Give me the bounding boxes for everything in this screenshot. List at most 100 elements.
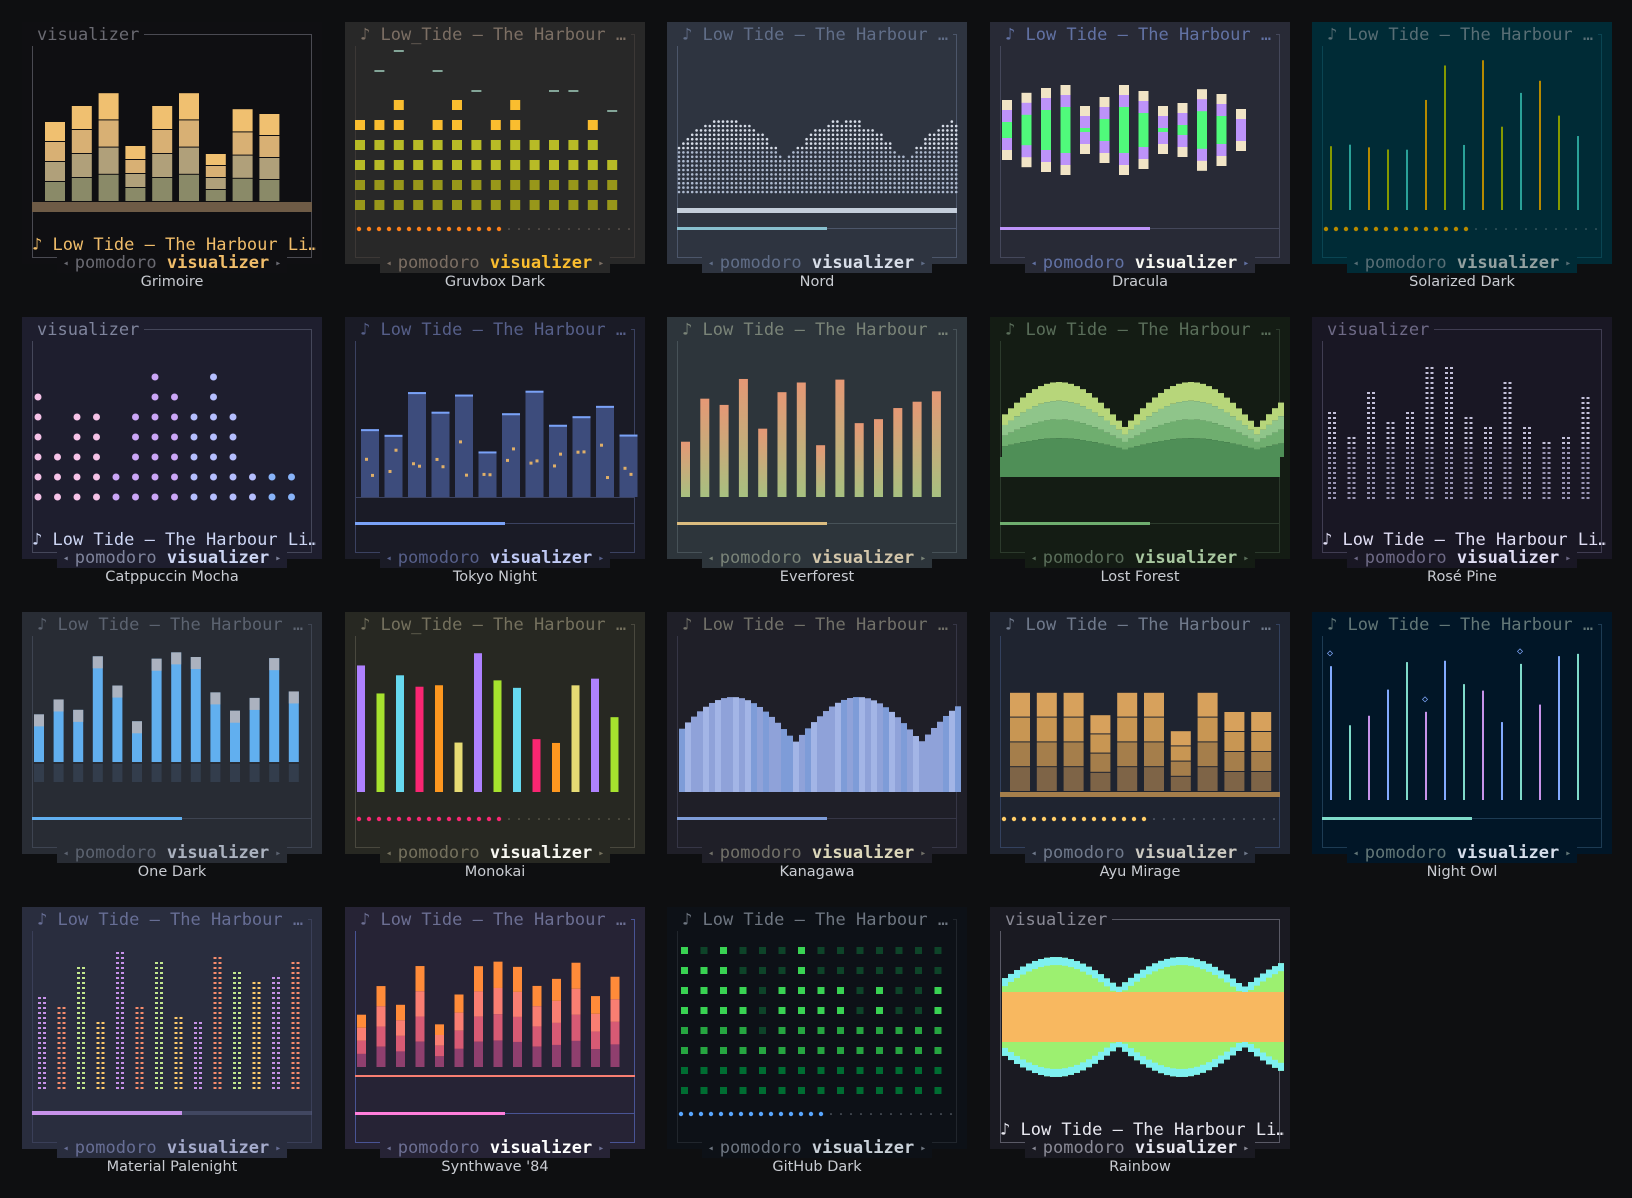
- tab-pomodoro[interactable]: pomodoro: [1042, 253, 1125, 273]
- tab-pomodoro[interactable]: pomodoro: [74, 253, 157, 273]
- next-arrow-icon[interactable]: ▸: [914, 553, 927, 564]
- tab-visualizer[interactable]: visualizer: [1134, 843, 1238, 863]
- tab-pomodoro[interactable]: pomodoro: [397, 1138, 480, 1158]
- theme-tile[interactable]: ♪ Low Tide — The Harbour … ◂ pomodoro vis…: [345, 907, 645, 1175]
- tab-pomodoro[interactable]: pomodoro: [1042, 1138, 1125, 1158]
- next-arrow-icon[interactable]: ▸: [592, 1143, 605, 1154]
- tab-visualizer[interactable]: visualizer: [1134, 548, 1238, 568]
- viz-mark: [946, 186, 949, 189]
- next-arrow-icon[interactable]: ▸: [269, 848, 282, 859]
- prev-arrow-icon[interactable]: ◂: [385, 1143, 398, 1154]
- next-arrow-icon[interactable]: ▸: [914, 848, 927, 859]
- tab-visualizer[interactable]: visualizer: [489, 843, 593, 863]
- prev-arrow-icon[interactable]: ◂: [62, 1143, 75, 1154]
- theme-tile[interactable]: ♪ Low_Tide — The Harbour … ◂ pomodoro vis…: [345, 22, 645, 290]
- prev-arrow-icon[interactable]: ◂: [707, 1143, 720, 1154]
- theme-tile[interactable]: ♪ Low Tide — The Harbour … ◂ pomodoro vis…: [990, 612, 1290, 880]
- prev-arrow-icon[interactable]: ◂: [1352, 848, 1365, 859]
- prev-arrow-icon[interactable]: ◂: [707, 553, 720, 564]
- next-arrow-icon[interactable]: ▸: [592, 848, 605, 859]
- theme-tile[interactable]: ♪ Low Tide — The Harbour … ◂ pomodoro vis…: [990, 22, 1290, 290]
- prev-arrow-icon[interactable]: ◂: [1352, 553, 1365, 564]
- theme-tile[interactable]: ◇ ◇ ◇ ♪ Low Tide — The Harbour … ◂ pomodoro …: [1312, 612, 1612, 880]
- tab-visualizer[interactable]: visualizer: [489, 548, 593, 568]
- next-arrow-icon[interactable]: ▸: [1559, 848, 1572, 859]
- next-arrow-icon[interactable]: ▸: [1237, 258, 1250, 269]
- tab-pomodoro[interactable]: pomodoro: [1364, 253, 1447, 273]
- next-arrow-icon[interactable]: ▸: [1237, 848, 1250, 859]
- theme-tile[interactable]: ♪ Low Tide — The Harbour … ◂ pomodoro vis…: [667, 22, 967, 290]
- tab-pomodoro[interactable]: pomodoro: [1364, 548, 1447, 568]
- tab-pomodoro[interactable]: pomodoro: [74, 548, 157, 568]
- theme-tile[interactable]: ♪ Low Tide — The Harbour … ◂ pomodoro vis…: [22, 907, 322, 1175]
- next-arrow-icon[interactable]: ▸: [1559, 258, 1572, 269]
- tab-visualizer[interactable]: visualizer: [1134, 1138, 1238, 1158]
- tab-pomodoro[interactable]: pomodoro: [1042, 843, 1125, 863]
- theme-tile[interactable]: ♪ Low Tide — The Harbour … ◂ pomodoro vis…: [1312, 22, 1612, 290]
- tab-visualizer[interactable]: visualizer: [166, 548, 270, 568]
- next-arrow-icon[interactable]: ▸: [592, 553, 605, 564]
- next-arrow-icon[interactable]: ▸: [1237, 553, 1250, 564]
- tab-visualizer[interactable]: visualizer: [811, 1138, 915, 1158]
- prev-arrow-icon[interactable]: ◂: [62, 553, 75, 564]
- next-arrow-icon[interactable]: ▸: [269, 1143, 282, 1154]
- next-arrow-icon[interactable]: ▸: [592, 258, 605, 269]
- tab-pomodoro[interactable]: pomodoro: [1364, 843, 1447, 863]
- next-arrow-icon[interactable]: ▸: [269, 258, 282, 269]
- theme-tile[interactable]: visualizer ♪ Low Tide — The Harbour Li… ◂ …: [22, 22, 322, 290]
- prev-arrow-icon[interactable]: ◂: [385, 848, 398, 859]
- theme-tile[interactable]: ♪ Low Tide — The Harbour … ◂ pomodoro vis…: [667, 907, 967, 1175]
- theme-tile[interactable]: ♪ Low Tide — The Harbour … ◂ pomodoro vis…: [22, 612, 322, 880]
- tab-pomodoro[interactable]: pomodoro: [719, 843, 802, 863]
- tab-visualizer[interactable]: visualizer: [811, 843, 915, 863]
- theme-tile[interactable]: visualizer ♪ Low Tide — The Harbour Li… ◂ …: [22, 317, 322, 585]
- tab-pomodoro[interactable]: pomodoro: [719, 548, 802, 568]
- prev-arrow-icon[interactable]: ◂: [1030, 258, 1043, 269]
- tab-pomodoro[interactable]: pomodoro: [397, 548, 480, 568]
- viz-mark: [510, 120, 521, 130]
- theme-tile[interactable]: visualizer ♪ Low Tide — The Harbour Li… ◂ …: [1312, 317, 1612, 585]
- next-arrow-icon[interactable]: ▸: [1237, 1143, 1250, 1154]
- viz-mark: [818, 1111, 824, 1117]
- prev-arrow-icon[interactable]: ◂: [1030, 553, 1043, 564]
- prev-arrow-icon[interactable]: ◂: [62, 848, 75, 859]
- prev-arrow-icon[interactable]: ◂: [385, 258, 398, 269]
- theme-tile[interactable]: visualizer ♪ Low Tide — The Harbour Li… ◂ …: [990, 907, 1290, 1175]
- tab-visualizer[interactable]: visualizer: [1134, 253, 1238, 273]
- viz-mark: [681, 1087, 688, 1094]
- tab-visualizer[interactable]: visualizer: [166, 1138, 270, 1158]
- tab-pomodoro[interactable]: pomodoro: [397, 253, 480, 273]
- prev-arrow-icon[interactable]: ◂: [1030, 848, 1043, 859]
- tab-visualizer[interactable]: visualizer: [1456, 253, 1560, 273]
- tab-visualizer[interactable]: visualizer: [811, 548, 915, 568]
- tab-pomodoro[interactable]: pomodoro: [719, 1138, 802, 1158]
- tab-visualizer[interactable]: visualizer: [811, 253, 915, 273]
- prev-arrow-icon[interactable]: ◂: [1352, 258, 1365, 269]
- next-arrow-icon[interactable]: ▸: [914, 1143, 927, 1154]
- tab-visualizer[interactable]: visualizer: [489, 1138, 593, 1158]
- theme-tile[interactable]: ♪ Low Tide — The Harbour … ◂ pomodoro vis…: [990, 317, 1290, 585]
- tab-pomodoro[interactable]: pomodoro: [74, 843, 157, 863]
- next-arrow-icon[interactable]: ▸: [1559, 553, 1572, 564]
- tab-pomodoro[interactable]: pomodoro: [74, 1138, 157, 1158]
- viz-mark: [866, 137, 870, 141]
- tab-pomodoro[interactable]: pomodoro: [397, 843, 480, 863]
- tab-visualizer[interactable]: visualizer: [166, 843, 270, 863]
- tab-visualizer[interactable]: visualizer: [489, 253, 593, 273]
- tab-visualizer[interactable]: visualizer: [1456, 843, 1560, 863]
- tab-pomodoro[interactable]: pomodoro: [719, 253, 802, 273]
- prev-arrow-icon[interactable]: ◂: [707, 848, 720, 859]
- prev-arrow-icon[interactable]: ◂: [707, 258, 720, 269]
- prev-arrow-icon[interactable]: ◂: [385, 553, 398, 564]
- theme-tile[interactable]: ♪ Low Tide — The Harbour … ◂ pomodoro vis…: [667, 317, 967, 585]
- next-arrow-icon[interactable]: ▸: [269, 553, 282, 564]
- next-arrow-icon[interactable]: ▸: [914, 258, 927, 269]
- theme-tile[interactable]: ♪ Low Tide — The Harbour … ◂ pomodoro vis…: [667, 612, 967, 880]
- tab-pomodoro[interactable]: pomodoro: [1042, 548, 1125, 568]
- tab-visualizer[interactable]: visualizer: [166, 253, 270, 273]
- prev-arrow-icon[interactable]: ◂: [62, 258, 75, 269]
- prev-arrow-icon[interactable]: ◂: [1030, 1143, 1043, 1154]
- tab-visualizer[interactable]: visualizer: [1456, 548, 1560, 568]
- theme-tile[interactable]: ♪ Low_Tide — The Harbour … ◂ pomodoro vis…: [345, 612, 645, 880]
- theme-tile[interactable]: ♪ Low Tide — The Harbour … ◂ pomodoro vis…: [345, 317, 645, 585]
